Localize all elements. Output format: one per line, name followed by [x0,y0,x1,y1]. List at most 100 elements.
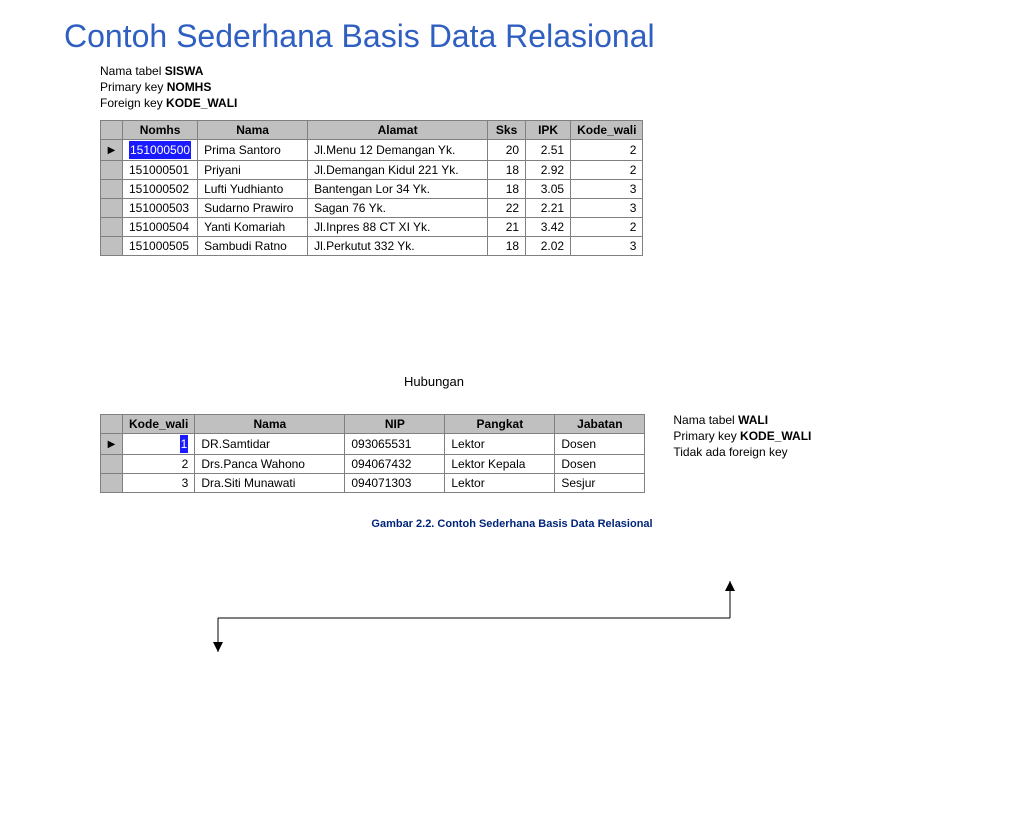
table-cell: 2 [571,139,643,160]
table-cell: Sesjur [555,474,645,493]
table-row: 151000501PriyaniJl.Demangan Kidul 221 Yk… [101,160,643,179]
table-cell: 3 [571,179,643,198]
meta-label: Primary key [673,429,736,443]
siswa-meta: Nama tabel SISWA Primary key NOMHS Forei… [100,63,1024,112]
table-cell: 18 [488,160,526,179]
table-cell: Sambudi Ratno [198,236,308,255]
table-row: 151000503Sudarno PrawiroSagan 76 Yk.222.… [101,198,643,217]
table-cell: Bantengan Lor 34 Yk. [308,179,488,198]
table-cell: Lufti Yudhianto [198,179,308,198]
table-row: ▶ 151000500 Prima SantoroJl.Menu 12 Demang… [101,139,643,160]
row-selector: ▶ [101,434,123,455]
selected-cell-value: 151000500 [129,141,191,159]
meta-label: Nama tabel [673,413,734,427]
table-cell: Jl.Perkutut 332 Yk. [308,236,488,255]
table-cell: Prima Santoro [198,139,308,160]
table-cell: 2.02 [526,236,571,255]
wali-meta-fk: Tidak ada foreign key [673,444,811,460]
table-cell: Dosen [555,434,645,455]
wali-table: Kode_waliNamaNIPPangkatJabatan▶1DR.Samti… [100,414,645,493]
meta-label: Nama tabel [100,64,161,78]
table-cell: Lektor Kepala [445,455,555,474]
table-cell: 2 [123,455,195,474]
table-cell: Lektor [445,474,555,493]
row-selector [101,198,123,217]
table-cell: 151000500 [123,139,198,160]
siswa-meta-fk: Foreign key KODE_WALI [100,95,1024,111]
slide-title: Contoh Sederhana Basis Data Relasional [64,18,1024,55]
column-header: Kode_wali [571,120,643,139]
table-row: 151000505Sambudi RatnoJl.Perkutut 332 Yk… [101,236,643,255]
table-cell: Dra.Siti Munawati [195,474,345,493]
table-cell: Sudarno Prawiro [198,198,308,217]
column-header: Nama [198,120,308,139]
meta-value: KODE_WALI [740,429,811,443]
table-cell: 151000502 [123,179,198,198]
table-cell: 094067432 [345,455,445,474]
figure-caption: Gambar 2.2. Contoh Sederhana Basis Data … [0,518,1024,530]
table-cell: 151000505 [123,236,198,255]
table-cell: Jl.Inpres 88 CT XI Yk. [308,217,488,236]
meta-label: Foreign key [100,96,163,110]
wali-meta-name: Nama tabel WALI [673,412,811,428]
table-cell: 18 [488,236,526,255]
table-cell: 3.05 [526,179,571,198]
row-selector [101,160,123,179]
relation-label: Hubungan [400,374,468,389]
siswa-table: NomhsNamaAlamatSksIPKKode_wali ▶ 151000500… [100,120,643,256]
table-cell: 094071303 [345,474,445,493]
row-selector [101,236,123,255]
table-cell: 151000501 [123,160,198,179]
relation-connector [0,256,1024,832]
table-cell: 3 [571,198,643,217]
column-header: Pangkat [445,415,555,434]
column-header: NIP [345,415,445,434]
meta-value: NOMHS [167,80,212,94]
table-cell: 3.42 [526,217,571,236]
meta-value: WALI [738,413,768,427]
table-cell: 18 [488,179,526,198]
wali-section: Kode_waliNamaNIPPangkatJabatan▶1DR.Samti… [100,414,811,493]
table-row: 151000504Yanti KomariahJl.Inpres 88 CT X… [101,217,643,236]
table-cell: 2.51 [526,139,571,160]
column-header: IPK [526,120,571,139]
table-cell: Lektor [445,434,555,455]
column-header: Alamat [308,120,488,139]
table-cell: Jl.Menu 12 Demangan Yk. [308,139,488,160]
wali-meta: Nama tabel WALI Primary key KODE_WALI Ti… [673,412,811,461]
meta-label: Tidak ada foreign key [673,445,787,459]
table-row: 3Dra.Siti Munawati094071303LektorSesjur [101,474,645,493]
row-selector-header [101,415,123,434]
column-header: Nomhs [123,120,198,139]
row-selector [101,217,123,236]
table-cell: 151000503 [123,198,198,217]
table-cell: Drs.Panca Wahono [195,455,345,474]
row-selector: ▶ [101,139,123,160]
table-cell: Priyani [198,160,308,179]
table-cell: 2 [571,160,643,179]
table-cell: 3 [123,474,195,493]
row-selector [101,474,123,493]
meta-value: SISWA [165,64,204,78]
column-header: Sks [488,120,526,139]
table-cell: Dosen [555,455,645,474]
meta-label: Primary key [100,80,163,94]
table-cell: 1 [123,434,195,455]
row-selector [101,179,123,198]
table-cell: Yanti Komariah [198,217,308,236]
table-cell: 21 [488,217,526,236]
table-cell: 2.92 [526,160,571,179]
table-cell: 22 [488,198,526,217]
row-selector [101,455,123,474]
meta-value: KODE_WALI [166,96,237,110]
current-row-arrow-icon: ▶ [108,145,116,156]
table-cell: 093065531 [345,434,445,455]
wali-meta-pk: Primary key KODE_WALI [673,428,811,444]
table-cell: DR.Samtidar [195,434,345,455]
row-selector-header [101,120,123,139]
column-header: Kode_wali [123,415,195,434]
table-cell: 151000504 [123,217,198,236]
table-cell: 3 [571,236,643,255]
table-row: 2Drs.Panca Wahono094067432Lektor KepalaD… [101,455,645,474]
selected-cell-value: 1 [180,435,189,453]
